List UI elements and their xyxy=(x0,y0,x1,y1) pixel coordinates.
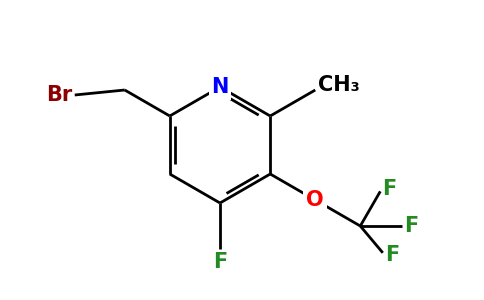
Text: F: F xyxy=(382,179,396,200)
Text: F: F xyxy=(385,245,399,265)
Text: Br: Br xyxy=(46,85,73,105)
Text: F: F xyxy=(404,216,419,236)
Text: N: N xyxy=(212,77,228,97)
Text: CH₃: CH₃ xyxy=(318,75,360,95)
Text: F: F xyxy=(213,252,227,272)
Text: O: O xyxy=(306,190,324,210)
